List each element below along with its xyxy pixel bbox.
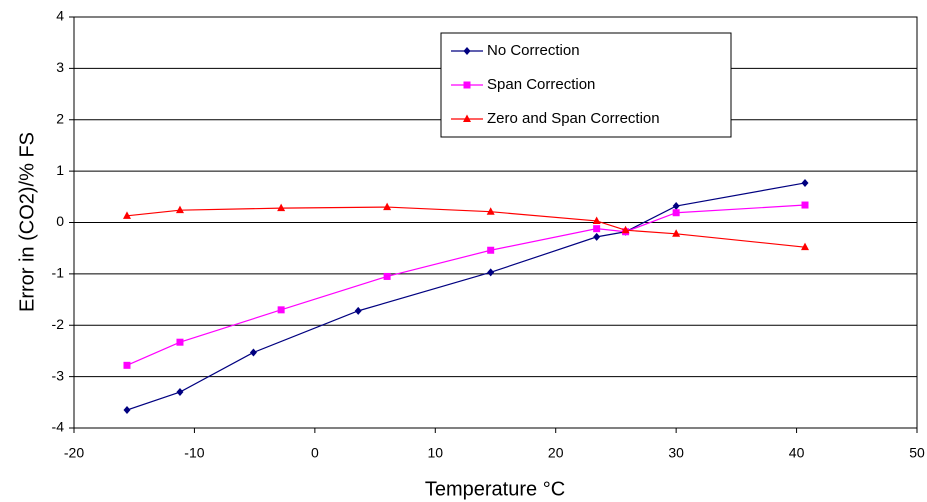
marker [621, 225, 630, 234]
y-tick-label: -3 [52, 367, 65, 383]
marker [176, 338, 184, 346]
marker [123, 406, 131, 415]
series-line [126, 206, 806, 248]
marker [176, 388, 184, 397]
marker [249, 348, 257, 357]
x-tick-label: 0 [311, 445, 319, 461]
marker [592, 216, 601, 224]
marker [801, 201, 809, 209]
y-tick-label: 4 [56, 8, 64, 24]
marker [123, 361, 131, 369]
x-tick-label: 50 [909, 445, 925, 461]
plot-border [73, 16, 918, 429]
marker [672, 229, 681, 237]
x-axis-title: Temperature °C [425, 478, 565, 500]
marker [354, 306, 362, 315]
y-tick-label: 1 [56, 162, 64, 178]
marker [672, 202, 680, 211]
x-tick-label: 40 [789, 445, 805, 461]
x-tick-label: 20 [548, 445, 564, 461]
marker [593, 232, 601, 241]
marker [593, 225, 601, 233]
legend-label: Span Correction [487, 76, 595, 93]
legend-label: Zero and Span Correction [487, 110, 660, 127]
legend-label: No Correction [487, 42, 580, 59]
marker [122, 211, 131, 219]
marker [487, 246, 495, 254]
marker [463, 114, 471, 122]
marker [383, 202, 392, 211]
x-tick-label: -10 [184, 445, 204, 461]
series-line [126, 204, 806, 366]
series-line [126, 182, 806, 411]
x-tick-label: -20 [64, 445, 84, 461]
marker [487, 268, 495, 277]
x-tick-label: 30 [668, 445, 684, 461]
y-tick-label: 0 [56, 213, 64, 229]
marker [277, 203, 286, 212]
y-tick-label: -1 [52, 265, 65, 281]
y-tick-label: 3 [56, 59, 64, 75]
marker [801, 242, 810, 251]
marker [383, 272, 391, 280]
y-axis-title: Error in (CO2)/% FS [16, 132, 38, 312]
y-tick-label: -4 [52, 419, 65, 435]
marker [463, 81, 471, 89]
x-tick-label: 10 [427, 445, 443, 461]
y-tick-label: -2 [52, 316, 65, 332]
y-tick-label: 2 [56, 110, 64, 126]
marker [801, 178, 809, 187]
marker [463, 47, 471, 55]
legend-box [440, 32, 732, 138]
marker [175, 205, 184, 214]
marker [672, 209, 680, 217]
legend: No Correction Span Correction Zero and Spa… [440, 32, 732, 138]
marker [277, 306, 285, 314]
marker [486, 207, 495, 215]
